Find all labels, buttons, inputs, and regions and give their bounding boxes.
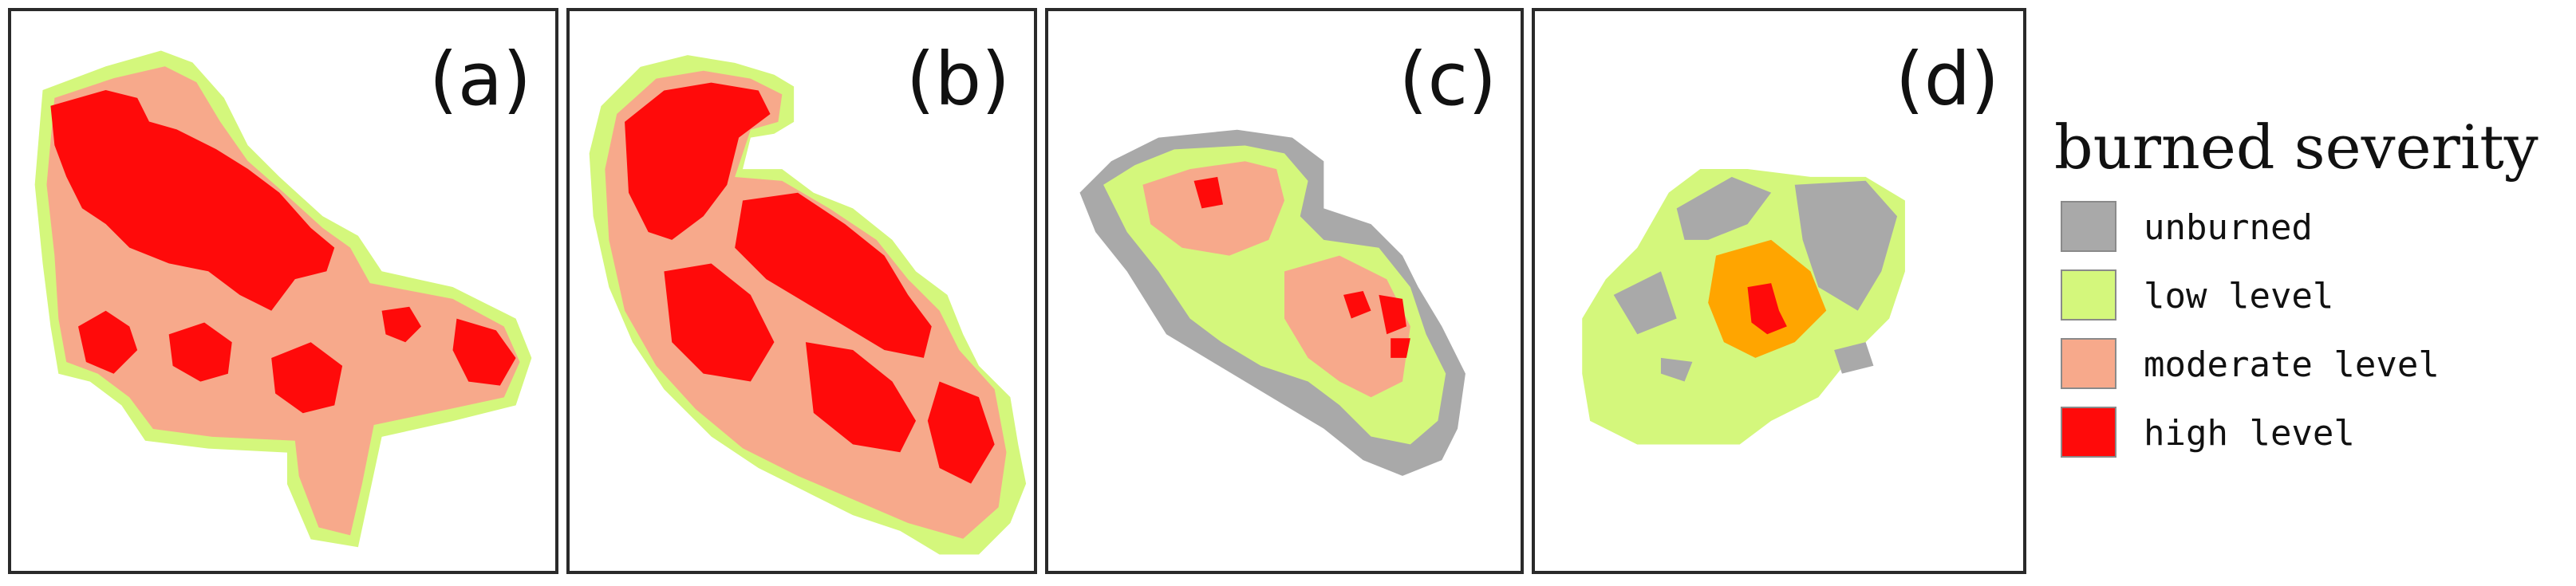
map-panel-a: (a) xyxy=(8,8,558,574)
zone-high-b-3 xyxy=(664,263,775,382)
severity-map-c xyxy=(1079,129,1466,476)
zone-high-a-2 xyxy=(78,310,138,374)
zone-high-d xyxy=(1747,283,1787,335)
legend-label-unburned: unburned xyxy=(2144,207,2313,248)
zone-high-b-4 xyxy=(805,342,917,453)
legend-swatch-high xyxy=(2061,407,2116,458)
zone-high-a-4 xyxy=(271,342,343,414)
legend-label-moderate: moderate level xyxy=(2144,344,2440,385)
zone-high-b-5 xyxy=(927,381,995,484)
zone-high-c-4 xyxy=(1391,338,1410,358)
zone-high-a-5 xyxy=(452,318,516,386)
legend-label-high: high level xyxy=(2144,413,2355,454)
legend-item-moderate: moderate level xyxy=(2054,338,2565,402)
zone-high-a-3 xyxy=(168,322,232,382)
zone-high-c-3 xyxy=(1379,294,1406,335)
zone-high-c-1 xyxy=(1193,176,1224,209)
panel-label-b: (b) xyxy=(905,37,1010,122)
zone-high-a-6 xyxy=(381,306,421,343)
panel-label-a: (a) xyxy=(428,37,531,122)
panel-label-c: (c) xyxy=(1398,37,1497,122)
legend: burned severity unburned low level moder… xyxy=(2054,112,2565,510)
map-panel-c: (c) xyxy=(1045,8,1524,574)
map-panel-d: (d) xyxy=(1532,8,2026,574)
panel-label-d: (d) xyxy=(1895,37,1999,122)
zone-moderate-c-2 xyxy=(1284,255,1410,398)
zone-high-b-2 xyxy=(735,192,932,358)
legend-item-high: high level xyxy=(2054,407,2565,470)
severity-map-d xyxy=(1582,169,1905,445)
legend-swatch-low xyxy=(2061,269,2116,321)
severity-map-b xyxy=(589,55,1027,555)
zone-high-c-2 xyxy=(1343,291,1371,319)
legend-item-unburned: unburned xyxy=(2054,201,2565,265)
legend-swatch-unburned xyxy=(2061,201,2116,252)
zone-moderate-c-1 xyxy=(1142,161,1284,256)
severity-map-a xyxy=(34,50,532,548)
zone-unburned-d xyxy=(1613,176,1898,382)
legend-title: burned severity xyxy=(2054,112,2539,183)
zone-high-b-1 xyxy=(625,82,771,240)
legend-item-low: low level xyxy=(2054,269,2565,333)
map-panel-b: (b) xyxy=(566,8,1037,574)
legend-swatch-moderate xyxy=(2061,338,2116,389)
zone-high-a-1 xyxy=(50,89,335,311)
legend-label-low: low level xyxy=(2144,276,2334,317)
